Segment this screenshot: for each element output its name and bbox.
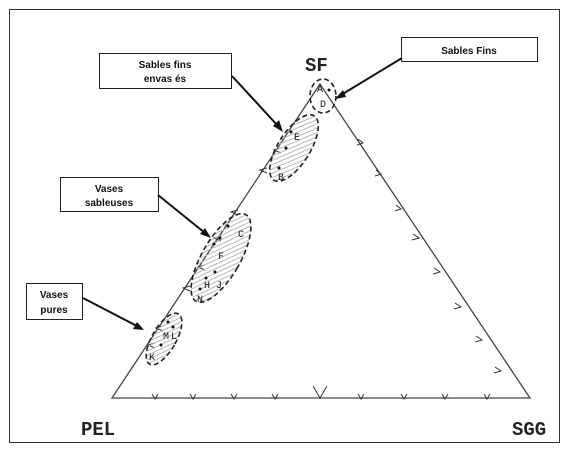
point-label-n: N [197, 295, 203, 306]
data-point [166, 320, 170, 324]
callout-text-line2: sableuses [85, 198, 134, 209]
data-point [218, 236, 222, 240]
data-point [289, 130, 293, 134]
point-label-c: C [238, 230, 244, 241]
arrowhead [133, 322, 144, 330]
callout-text-line1: Vases [95, 184, 124, 195]
data-point [277, 166, 281, 170]
point-label-f: F [218, 252, 224, 263]
callout-box [99, 53, 232, 89]
data-point [213, 270, 217, 274]
cluster-sables-fins [309, 78, 337, 114]
arrowhead [273, 120, 283, 132]
callout-box [60, 177, 159, 212]
point-label-a: A [317, 85, 323, 96]
callout-text-line2: pures [40, 305, 68, 316]
cluster-sables-fins-envases [268, 113, 320, 183]
data-point [212, 242, 216, 246]
point-label-k: K [149, 353, 155, 364]
callout-text: Sables Fins [441, 46, 497, 57]
arrow-sables-fins-envases [231, 75, 279, 127]
callout-text-line1: Vases [40, 290, 69, 301]
data-point [204, 276, 208, 280]
arrow-vases-sableuses [157, 194, 206, 234]
callout-box [401, 37, 538, 62]
callout-box [26, 283, 83, 320]
data-point [159, 343, 163, 347]
arrowhead [335, 90, 346, 99]
point-label-d: D [320, 100, 326, 111]
data-point [226, 224, 230, 228]
point-label-j: J [216, 281, 222, 292]
cluster-ellipse-sables-fins [309, 78, 337, 114]
callout-text-line1: Sables fins [139, 60, 192, 71]
point-label-l: L [171, 332, 177, 343]
callout-vases-pures: Vases pures [26, 283, 83, 320]
callout-text-line2: envas és [144, 74, 187, 85]
point-label-m: M [163, 332, 169, 343]
point-labels: A D E B C F H J N M L K [149, 85, 326, 364]
point-label-e: E [294, 133, 300, 144]
cluster-ellipse-sables-fins-envases [268, 113, 320, 183]
figure-frame [9, 9, 560, 443]
data-point [284, 146, 288, 150]
arrow-vases-pures [82, 297, 138, 327]
callout-arrows [82, 57, 403, 330]
cluster-vases-sableuses [190, 212, 252, 304]
right-edge-ticks [356, 138, 503, 374]
vertex-label-sf: SF [305, 55, 328, 77]
arrowhead [200, 228, 211, 238]
callout-sables-fins-envases: Sables fins envas és [99, 53, 232, 89]
point-label-h: H [204, 281, 210, 292]
callout-vases-sableuses: Vases sableuses [60, 177, 159, 212]
cluster-vases-pures [145, 312, 183, 366]
point-label-b: B [278, 173, 284, 184]
vertex-label-pel: PEL [81, 419, 115, 441]
data-point [171, 325, 175, 329]
arrow-sables-fins [340, 57, 403, 96]
bottom-edge-ticks [151, 385, 491, 400]
cluster-ellipse-vases-sableuses [190, 212, 252, 304]
vertex-label-sgg: SGG [512, 419, 546, 441]
callout-sables-fins: Sables Fins [401, 37, 538, 62]
data-point [327, 88, 331, 92]
data-point [198, 287, 202, 291]
